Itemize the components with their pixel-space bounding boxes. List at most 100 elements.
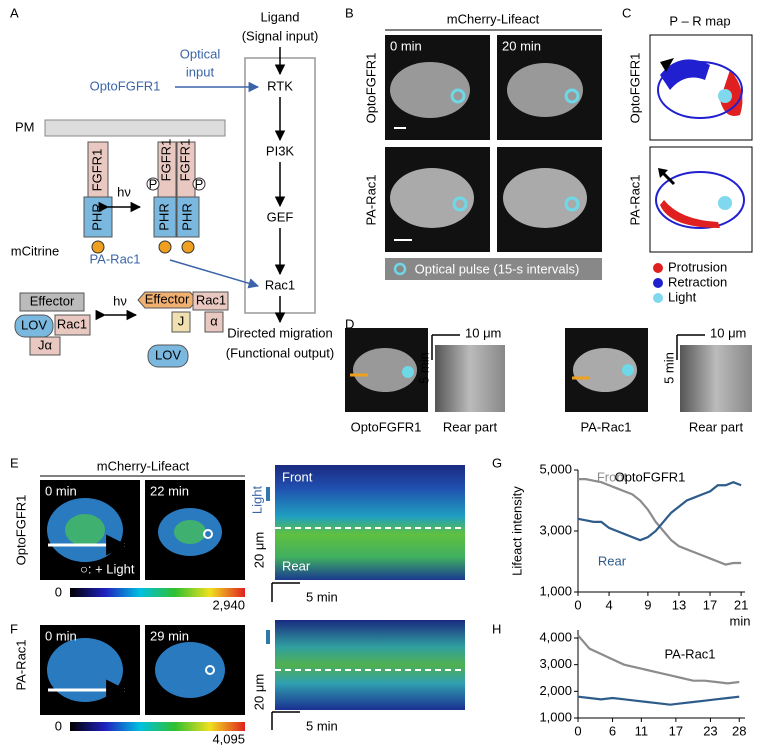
label: FGFR1: [89, 149, 104, 192]
shape-circle: [205, 665, 215, 675]
x-tick-label: 28: [732, 723, 746, 738]
shape-circle: [181, 240, 195, 254]
label: 29 min: [150, 628, 189, 643]
shape-circle: [450, 88, 466, 104]
panel-label: B: [345, 5, 354, 20]
label: 5 min: [306, 718, 338, 733]
panel-label: A: [10, 5, 19, 20]
shape-path: [271, 582, 300, 602]
shape-circle: [653, 278, 663, 288]
y-tick-label: 3,000: [539, 522, 572, 537]
shape-circle: [158, 240, 172, 254]
legend-label: Protrusion: [668, 259, 727, 274]
shape-rect: [649, 146, 753, 253]
shape-path: [660, 58, 674, 72]
label: PA-Rac1: [89, 251, 140, 266]
shape-ellipse: [155, 642, 225, 698]
label: Directed migration: [227, 325, 333, 340]
shape-path: [137, 291, 198, 309]
shape-ellipse: [503, 168, 587, 228]
label: FGFR1: [158, 139, 173, 182]
shape-circle: [91, 240, 105, 254]
x-tick-label: 4: [605, 597, 612, 612]
label: OptoFGFR1: [351, 419, 422, 434]
label: PHR: [156, 203, 171, 230]
label: Rac1: [57, 316, 87, 331]
label: Effector: [145, 291, 190, 306]
panel-label: E: [10, 455, 19, 470]
y-tick-label: 5,000: [539, 461, 572, 476]
label: mCherry-Lifeact: [97, 458, 190, 473]
shape-rect: [70, 588, 245, 597]
x-tick-label: 11: [635, 723, 649, 738]
shape-ellipse: [47, 638, 123, 702]
shape-rect: [275, 620, 465, 710]
label: Rear part: [443, 419, 498, 434]
label: PM: [15, 119, 35, 134]
x-tick-label: 13: [672, 597, 686, 612]
label: 0: [55, 584, 62, 599]
y-tick-label: 2,000: [539, 683, 572, 698]
legend-label: Retraction: [668, 274, 727, 289]
label: 5 min: [306, 589, 338, 604]
label: 5 min: [661, 352, 676, 384]
shape-line: [169, 259, 260, 289]
chart-title: PA-Rac1: [664, 646, 715, 661]
shape-rect: [275, 465, 465, 580]
shape-rect: [171, 311, 191, 333]
shape-circle: [402, 366, 414, 378]
shape-rect: [147, 344, 189, 368]
label: (Signal input): [242, 28, 319, 43]
y-tick-label: 1,000: [539, 709, 572, 724]
shape-ellipse: [655, 171, 745, 229]
x-axis-label: min: [730, 613, 751, 628]
label: Rear part: [689, 419, 744, 434]
label: Light: [249, 486, 264, 515]
x-tick-label: 6: [609, 723, 616, 738]
label: Front: [282, 469, 313, 484]
shape-rect: [266, 487, 270, 501]
label: Rac1: [196, 292, 226, 307]
shape-rect: [70, 722, 245, 731]
shape-path: [676, 334, 705, 360]
label: P – R map: [669, 13, 730, 28]
label: OptoFGFR1: [363, 53, 378, 124]
label: mCherry-Lifeact: [447, 11, 540, 26]
shape-ellipse: [390, 62, 470, 118]
label: Ligand: [260, 9, 299, 24]
shape-rect: [54, 314, 91, 336]
shape-circle: [146, 177, 160, 191]
shape-ellipse: [390, 168, 474, 228]
label: input: [186, 64, 215, 79]
chart-title: OptoFGFR1: [615, 469, 686, 484]
x-tick-label: 17: [669, 723, 683, 738]
y-tick-label: 3,000: [539, 656, 572, 671]
label: FGFR1: [177, 139, 192, 182]
label: PA-Rac1: [13, 639, 28, 690]
shape-circle: [653, 293, 663, 303]
label: 0: [55, 718, 62, 733]
label: hν: [117, 184, 131, 199]
series-label: Front: [597, 469, 628, 484]
shape-path: [660, 200, 720, 228]
label: PA-Rac1: [363, 174, 378, 225]
shape-circle: [203, 529, 213, 539]
label: 2,940: [212, 597, 245, 612]
x-tick-label: 0: [574, 597, 581, 612]
y-tick-label: 1,000: [539, 583, 572, 598]
label: LOV: [155, 347, 181, 362]
shape-circle: [718, 89, 732, 103]
panel-label: D: [345, 316, 354, 331]
line-series: [577, 634, 740, 685]
shape-ellipse: [507, 63, 583, 117]
label: 5 min: [416, 352, 431, 384]
shape-path: [658, 168, 668, 178]
shape-ellipse: [174, 520, 206, 544]
shape-circle: [393, 262, 407, 276]
shape-rect: [44, 119, 226, 137]
shape-circle: [718, 196, 732, 210]
shape-circle: [653, 263, 663, 273]
label: 20 μm: [251, 532, 266, 568]
y-axis-label: Lifeact intensity: [509, 486, 524, 576]
